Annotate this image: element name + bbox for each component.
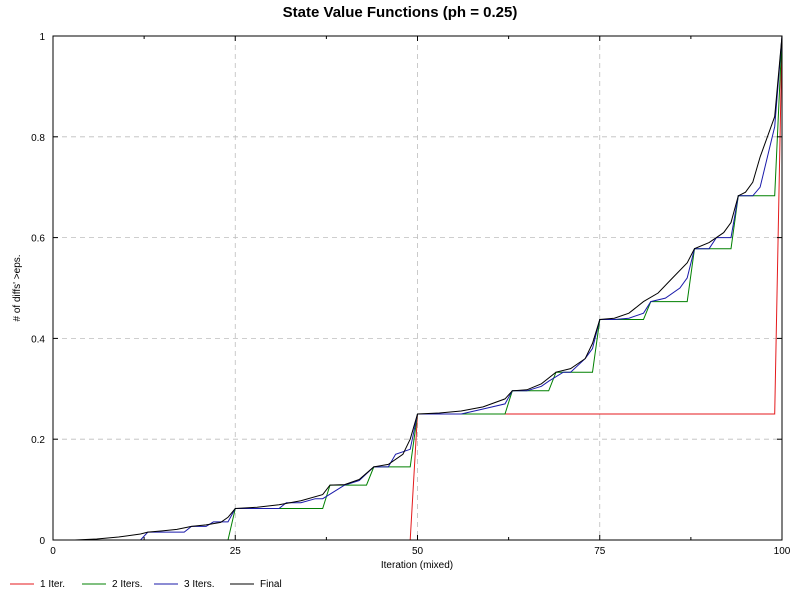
legend-label: 2 Iters. [112,579,143,590]
y-tick-label: 0.6 [31,234,45,245]
series-line-2-iters [227,35,783,541]
y-tick-label: 0.4 [31,334,45,345]
x-tick-label: 50 [412,546,424,557]
y-tick-label: 1 [39,32,45,43]
legend-label: 3 Iters. [184,579,215,590]
legend-label: 1 Iter. [40,579,65,590]
legend-label: Final [260,579,282,590]
x-axis-label: Iteration (mixed) [381,560,453,571]
grid [53,36,782,540]
x-tick-label: 0 [50,546,56,557]
x-tick-label: 25 [230,546,242,557]
y-tick-label: 0.2 [31,435,45,446]
series-line-3-iters [140,35,783,541]
series-line-final [74,35,783,541]
y-tick-label: 0.8 [31,133,45,144]
series-group [74,35,783,541]
chart-title: State Value Functions (ph = 0.25) [283,4,518,21]
y-tick-label: 0 [39,536,45,547]
y-axis: 0 0.2 0.4 0.6 0.8 1 [31,32,782,547]
x-tick-label: 75 [594,546,606,557]
y-axis-label: # of diffs' >eps. [12,254,23,321]
x-tick-label: 100 [774,546,791,557]
legend: 1 Iter. 2 Iters. 3 Iters. Final [10,579,282,590]
series-line-1-iter [409,35,783,541]
x-axis: 0 25 50 75 100 [50,36,791,557]
